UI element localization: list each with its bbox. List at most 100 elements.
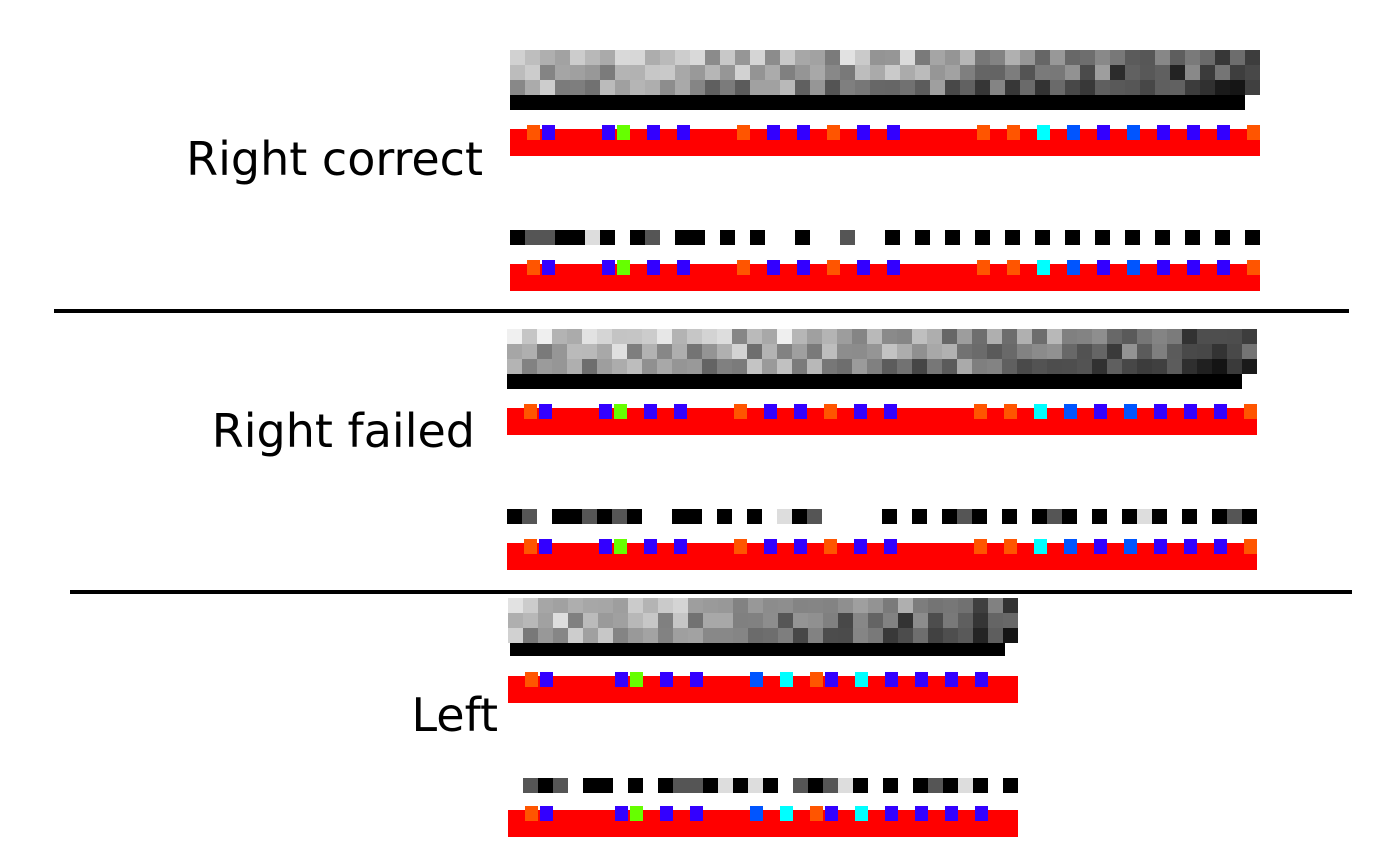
gray-grid-cell: [883, 613, 898, 628]
binary-cell: [1227, 509, 1242, 524]
gray-grid-cell: [1245, 65, 1260, 80]
gray-grid-cell: [1227, 344, 1242, 359]
gray-grid-cell: [570, 65, 585, 80]
gray-grid-cell: [1110, 65, 1125, 80]
gray-grid-cell: [1020, 50, 1035, 65]
color-cell: [660, 672, 673, 687]
color-cell: [1157, 125, 1170, 140]
gray-grid-cell: [1017, 344, 1032, 359]
binary-cell: [658, 778, 673, 793]
color-cell: [1097, 260, 1110, 275]
gray-grid-cell: [1032, 329, 1047, 344]
gray-grid-cell: [810, 65, 825, 80]
color-cell: [677, 125, 690, 140]
gray-grid-cell: [538, 598, 553, 613]
gray-grid-cell: [1185, 65, 1200, 80]
gray-grid-cell: [568, 598, 583, 613]
gray-grid-cell: [1017, 359, 1032, 374]
color-cell: [525, 806, 538, 821]
gray-grid-cell: [570, 50, 585, 65]
gray-grid-cell: [660, 80, 675, 95]
gray-grid-cell: [600, 80, 615, 95]
gray-grid-cell: [912, 329, 927, 344]
gray-grid-cell: [958, 613, 973, 628]
gray-grid-cell: [837, 344, 852, 359]
color-cell: [690, 672, 703, 687]
binary-cell: [1062, 509, 1077, 524]
gray-grid-cell: [555, 65, 570, 80]
gray-grid-cell: [705, 65, 720, 80]
gray-grid-cell: [1185, 80, 1200, 95]
gray-grid-cell: [1095, 65, 1110, 80]
black-bar: [507, 374, 1242, 389]
gray-grid-cell: [1003, 598, 1018, 613]
binary-cell: [823, 778, 838, 793]
gray-grid-cell: [567, 329, 582, 344]
gray-grid-cell: [942, 344, 957, 359]
binary-cell: [840, 230, 855, 245]
gray-grid-cell: [733, 628, 748, 643]
gray-grid-cell: [522, 344, 537, 359]
binary-cell: [628, 778, 643, 793]
gray-grid-cell: [928, 613, 943, 628]
color-cell: [780, 672, 793, 687]
color-cell: [1157, 260, 1170, 275]
gray-grid-cell: [720, 50, 735, 65]
section-divider-bottom: [70, 590, 1352, 594]
gray-grid-cell: [1182, 344, 1197, 359]
gray-grid-cell: [508, 613, 523, 628]
gray-grid-cell: [1167, 359, 1182, 374]
gray-grid-cell: [868, 628, 883, 643]
gray-grid-cell: [1215, 65, 1230, 80]
binary-cell: [1003, 778, 1018, 793]
gray-grid-cell: [1065, 80, 1080, 95]
color-cell: [617, 260, 630, 275]
color-cell: [614, 539, 627, 554]
binary-cell: [792, 509, 807, 524]
gray-grid-cell: [598, 628, 613, 643]
color-cell: [854, 404, 867, 419]
gray-grid-cell: [1230, 65, 1245, 80]
binary-cell: [943, 778, 958, 793]
binary-cell: [597, 509, 612, 524]
section-label-left: Left: [411, 688, 498, 742]
gray-grid-cell: [748, 598, 763, 613]
gray-grid-cell: [1200, 80, 1215, 95]
gray-grid-cell: [1185, 50, 1200, 65]
gray-grid-cell: [792, 344, 807, 359]
gray-grid-cell: [1227, 329, 1242, 344]
color-cell: [750, 672, 763, 687]
color-cell: [644, 404, 657, 419]
gray-grid-cell: [508, 628, 523, 643]
gray-grid-cell: [717, 359, 732, 374]
gray-grid-cell: [540, 80, 555, 95]
color-cell: [602, 260, 615, 275]
gray-grid-cell: [598, 613, 613, 628]
gray-grid-cell: [643, 628, 658, 643]
binary-cell: [1065, 230, 1080, 245]
binary-cell: [1245, 230, 1260, 245]
binary-cell: [1182, 509, 1197, 524]
color-cell: [1064, 404, 1077, 419]
gray-grid-cell: [840, 50, 855, 65]
gray-grid-cell: [1092, 359, 1107, 374]
gray-grid-cell: [927, 344, 942, 359]
color-cell: [540, 672, 553, 687]
gray-grid-cell: [1197, 329, 1212, 344]
gray-grid-cell: [612, 344, 627, 359]
gray-grid-cell: [945, 50, 960, 65]
gray-grid-cell: [988, 598, 1003, 613]
gray-grid-cell: [553, 613, 568, 628]
gray-grid-cell: [855, 65, 870, 80]
gray-grid-cell: [630, 80, 645, 95]
gray-grid-cell: [1077, 359, 1092, 374]
color-cell: [1217, 125, 1230, 140]
gray-grid-cell: [943, 628, 958, 643]
gray-grid-cell: [1182, 329, 1197, 344]
gray-grid-cell: [1020, 80, 1035, 95]
gray-grid-cell: [675, 50, 690, 65]
gray-grid-cell: [702, 329, 717, 344]
gray-grid-cell: [942, 329, 957, 344]
gray-grid-cell: [672, 329, 687, 344]
color-cell: [539, 404, 552, 419]
